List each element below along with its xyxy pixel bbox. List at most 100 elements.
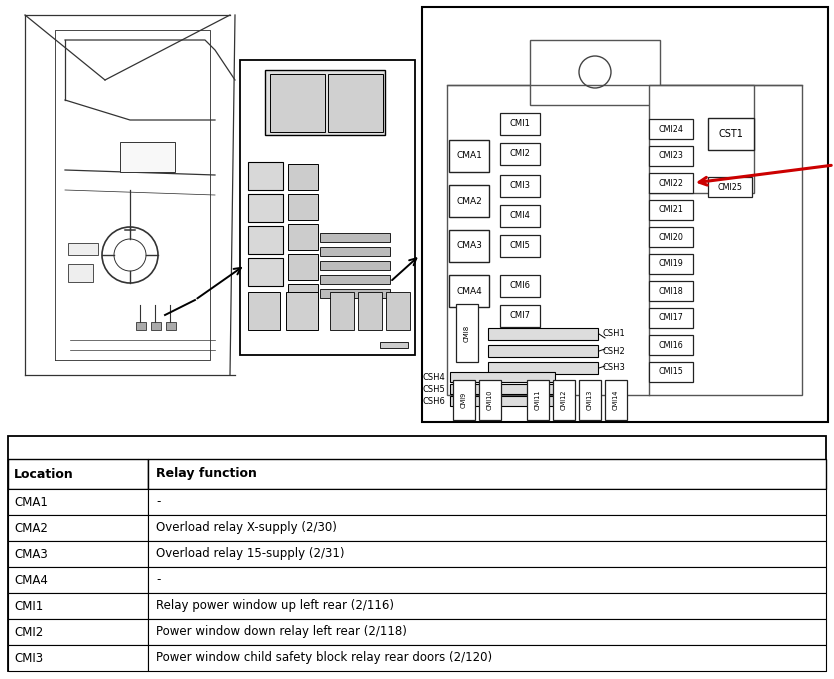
Bar bbox=[8, 567, 148, 593]
Bar bbox=[488, 362, 598, 374]
Text: CSH4: CSH4 bbox=[422, 373, 445, 382]
Text: CMI10: CMI10 bbox=[487, 390, 493, 410]
Text: CMI15: CMI15 bbox=[659, 367, 683, 376]
Bar bbox=[8, 645, 148, 671]
Text: Overload relay 15-supply (2/31): Overload relay 15-supply (2/31) bbox=[156, 547, 344, 560]
Bar bbox=[148, 459, 826, 489]
Bar bbox=[148, 593, 826, 619]
Bar bbox=[605, 380, 627, 420]
Text: CMI4: CMI4 bbox=[510, 211, 530, 221]
Bar bbox=[449, 230, 489, 262]
Text: CMI6: CMI6 bbox=[510, 282, 530, 291]
Text: CMI22: CMI22 bbox=[659, 179, 684, 187]
Bar bbox=[530, 40, 660, 105]
Text: CMA4: CMA4 bbox=[456, 287, 482, 295]
Bar bbox=[68, 243, 98, 255]
Bar bbox=[320, 275, 390, 284]
Bar bbox=[320, 247, 390, 256]
Text: Relay power window up left rear (2/116): Relay power window up left rear (2/116) bbox=[156, 600, 394, 612]
Bar bbox=[488, 328, 598, 340]
Bar bbox=[8, 489, 148, 515]
Text: CMI19: CMI19 bbox=[659, 259, 683, 268]
Bar bbox=[148, 567, 826, 593]
Text: CMI20: CMI20 bbox=[659, 232, 683, 242]
Bar bbox=[500, 113, 540, 135]
Bar bbox=[248, 258, 283, 286]
Bar bbox=[450, 372, 555, 382]
Bar bbox=[449, 185, 489, 217]
Bar bbox=[288, 284, 318, 310]
Text: CMI18: CMI18 bbox=[659, 287, 683, 295]
Bar bbox=[8, 541, 148, 567]
Bar bbox=[380, 342, 408, 348]
Bar bbox=[288, 164, 318, 190]
Bar bbox=[500, 305, 540, 327]
Bar bbox=[500, 235, 540, 257]
Text: CMA2: CMA2 bbox=[456, 196, 482, 206]
Bar bbox=[456, 304, 478, 362]
Bar bbox=[649, 85, 754, 193]
Bar bbox=[8, 515, 148, 541]
Bar bbox=[120, 142, 175, 172]
Bar bbox=[286, 292, 318, 330]
Text: CMI17: CMI17 bbox=[659, 314, 683, 323]
Bar bbox=[8, 459, 148, 489]
Text: Power window child safety block relay rear doors (2/120): Power window child safety block relay re… bbox=[156, 651, 492, 665]
Text: -: - bbox=[156, 574, 160, 587]
Bar bbox=[240, 60, 415, 355]
Text: CMI3: CMI3 bbox=[14, 651, 43, 665]
Text: Power window down relay left rear (2/118): Power window down relay left rear (2/118… bbox=[156, 625, 407, 638]
Bar bbox=[358, 292, 382, 330]
Bar bbox=[649, 281, 693, 301]
Bar bbox=[248, 292, 280, 330]
Text: CMI13: CMI13 bbox=[587, 390, 593, 410]
Bar bbox=[488, 345, 598, 357]
Bar bbox=[68, 264, 93, 282]
Bar bbox=[136, 322, 146, 330]
Bar bbox=[649, 227, 693, 247]
Bar bbox=[320, 233, 390, 242]
Text: CMI16: CMI16 bbox=[659, 340, 683, 350]
Text: Overload relay X-supply (2/30): Overload relay X-supply (2/30) bbox=[156, 521, 337, 534]
Bar bbox=[449, 140, 489, 172]
Text: CMA3: CMA3 bbox=[14, 547, 48, 560]
Bar bbox=[649, 335, 693, 355]
Bar bbox=[649, 200, 693, 220]
Text: CMI23: CMI23 bbox=[659, 151, 683, 160]
Bar bbox=[166, 322, 176, 330]
Text: CSH6: CSH6 bbox=[422, 397, 445, 405]
Bar bbox=[288, 224, 318, 250]
Bar bbox=[649, 119, 693, 139]
Text: CMI14: CMI14 bbox=[613, 390, 619, 410]
Bar bbox=[148, 619, 826, 645]
Bar bbox=[450, 396, 555, 406]
Bar bbox=[708, 118, 754, 150]
Bar bbox=[579, 380, 601, 420]
Bar bbox=[649, 308, 693, 328]
Text: Location: Location bbox=[14, 468, 73, 481]
Text: CMI8: CMI8 bbox=[464, 325, 470, 342]
Text: CMI7: CMI7 bbox=[510, 312, 530, 320]
Bar bbox=[649, 362, 693, 382]
Text: CMA1: CMA1 bbox=[14, 496, 48, 509]
Bar bbox=[500, 143, 540, 165]
Text: CMI21: CMI21 bbox=[659, 206, 683, 215]
Bar bbox=[553, 380, 575, 420]
Bar bbox=[148, 541, 826, 567]
Text: CMI11: CMI11 bbox=[535, 390, 541, 410]
Bar bbox=[479, 380, 501, 420]
Bar bbox=[148, 489, 826, 515]
Bar bbox=[148, 515, 826, 541]
Bar bbox=[328, 74, 383, 132]
Bar bbox=[248, 194, 283, 222]
Bar bbox=[447, 85, 802, 395]
Text: CMI2: CMI2 bbox=[510, 149, 530, 158]
Text: CMA2: CMA2 bbox=[14, 521, 48, 534]
Bar bbox=[453, 380, 475, 420]
Bar bbox=[649, 173, 693, 193]
Bar bbox=[320, 261, 390, 270]
Bar bbox=[148, 645, 826, 671]
Bar bbox=[450, 384, 555, 394]
Bar bbox=[270, 74, 325, 132]
Bar bbox=[649, 254, 693, 274]
